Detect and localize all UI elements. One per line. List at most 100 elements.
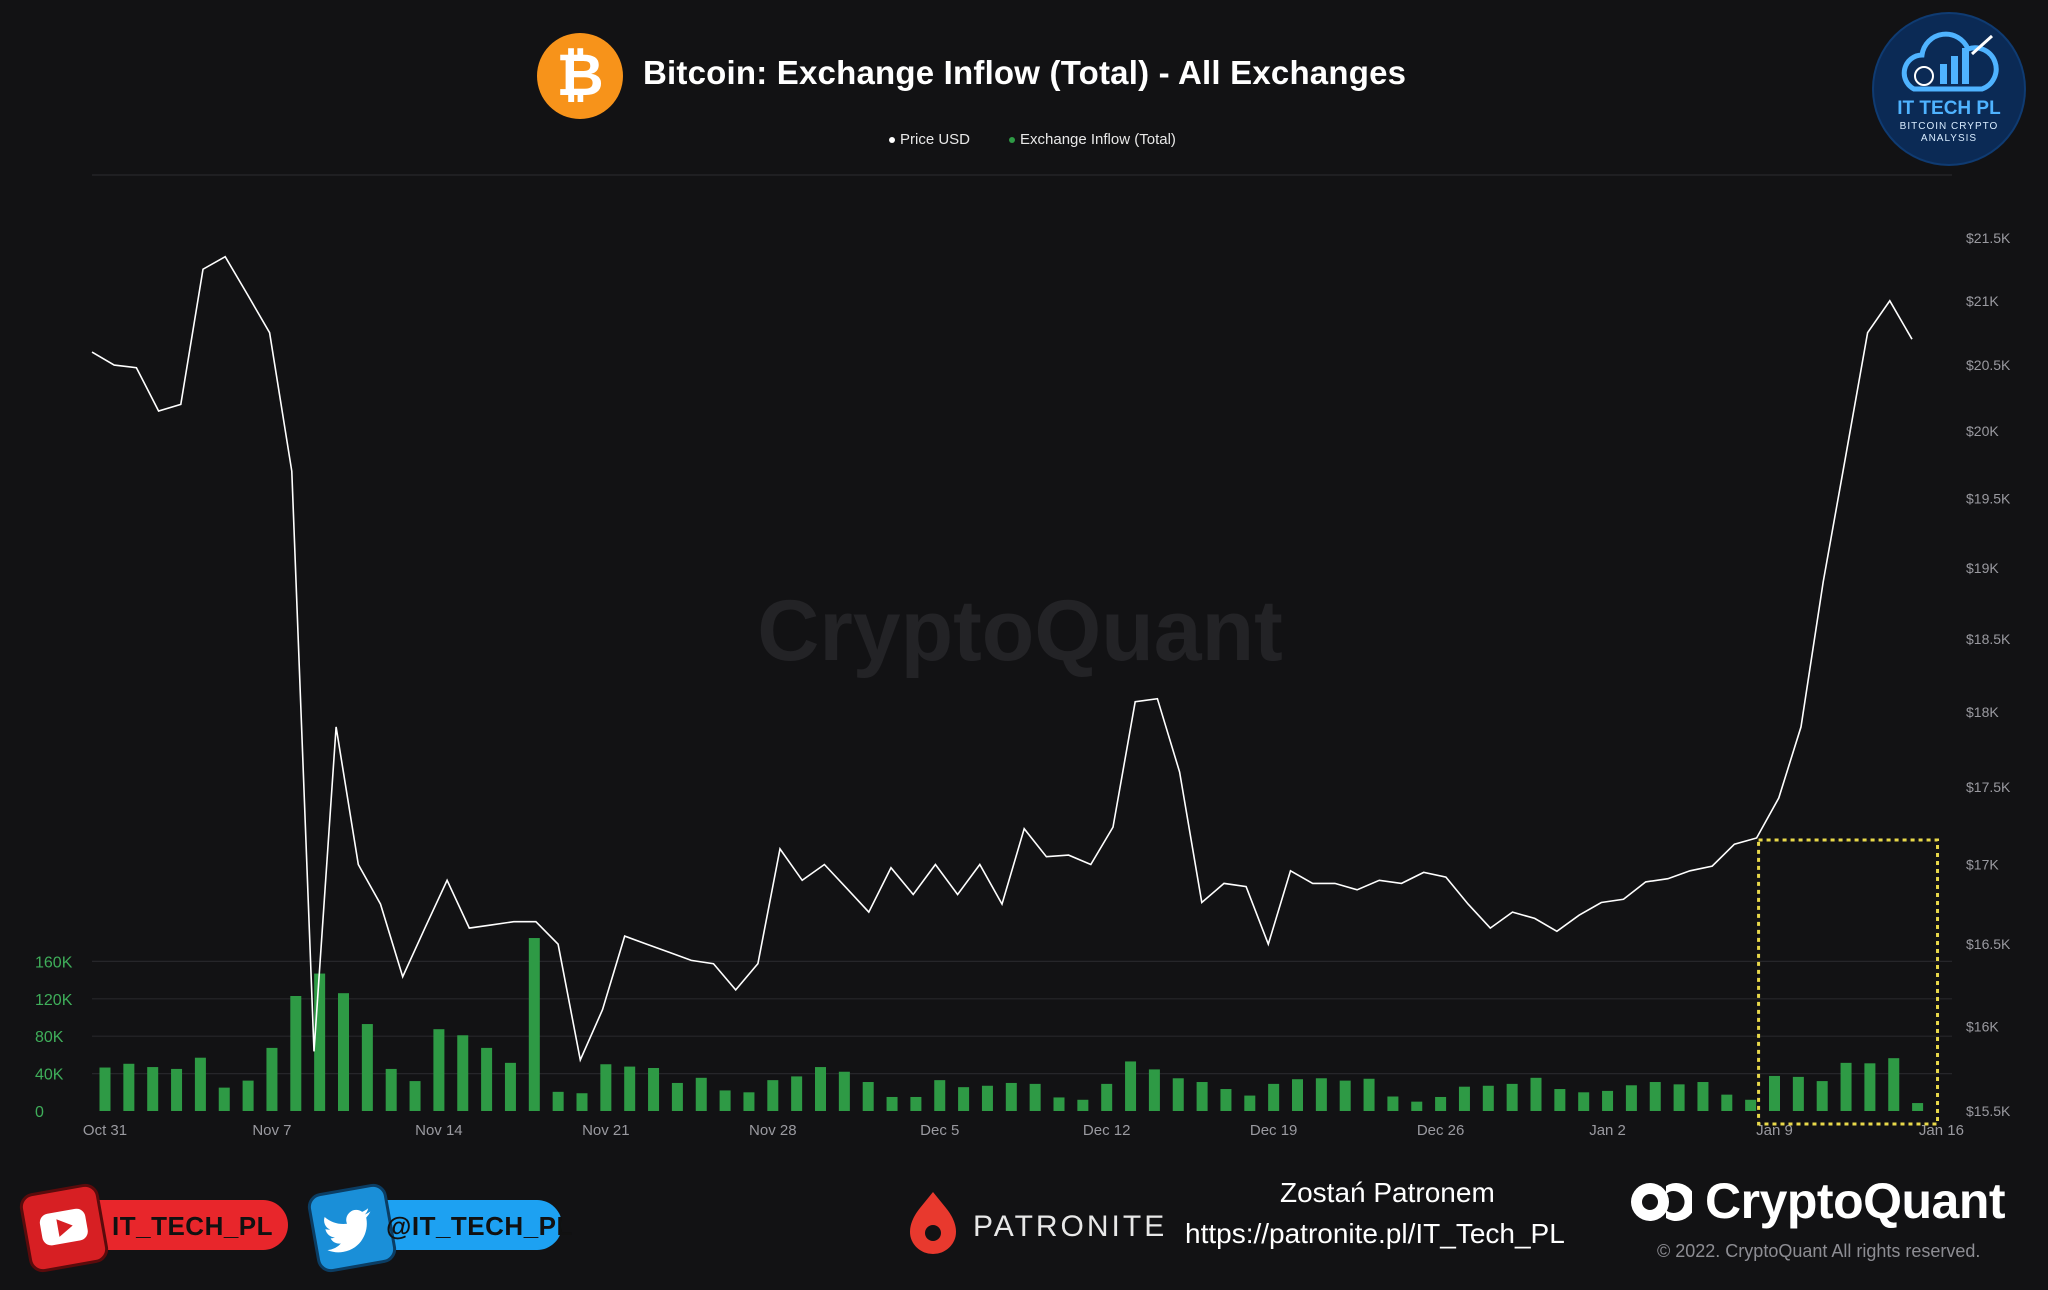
cryptoquant-logo-icon <box>1631 1183 1692 1221</box>
right-tick-label: $20.5K <box>1966 357 2011 373</box>
x-tick-label: Dec 5 <box>920 1122 959 1139</box>
right-tick-label: $15.5K <box>1966 1103 2011 1119</box>
inflow-bar <box>838 1071 850 1111</box>
youtube-handle[interactable]: IT_TECH_PL <box>112 1211 274 1241</box>
inflow-bar <box>576 1093 588 1111</box>
inflow-bar <box>1458 1086 1470 1111</box>
x-tick-label: Oct 31 <box>83 1122 127 1139</box>
left-tick-label: 40K <box>35 1067 64 1084</box>
inflow-bar <box>600 1064 612 1111</box>
price-line <box>91 255 1913 1063</box>
inflow-bar <box>1244 1095 1256 1111</box>
x-tick-label: Nov 28 <box>749 1122 797 1139</box>
inflow-bar <box>171 1068 183 1111</box>
inflow-bar <box>862 1082 874 1111</box>
left-gridlines <box>92 960 1952 1075</box>
inflow-bar <box>1339 1080 1351 1111</box>
legend-dot-inflow <box>1009 137 1015 144</box>
inflow-bar <box>266 1047 278 1111</box>
inflow-bar <box>1196 1082 1208 1111</box>
twitter-handle[interactable]: @IT_TECH_PL <box>386 1211 573 1241</box>
legend-item-inflow[interactable]: Exchange Inflow (Total) <box>1009 131 1176 148</box>
inflow-bar <box>1649 1082 1661 1111</box>
x-tick-label: Dec 12 <box>1083 1122 1131 1139</box>
right-tick-label: $18K <box>1966 704 1999 720</box>
left-axis-ticks: 0 40K 80K 120K 160K <box>35 954 73 1121</box>
inflow-bar <box>504 1062 516 1111</box>
inflow-bar <box>1625 1085 1637 1111</box>
inflow-bar <box>242 1080 254 1111</box>
right-tick-label: $17K <box>1966 857 1999 873</box>
legend-item-price[interactable]: Price USD <box>889 131 970 148</box>
inflow-bar <box>290 995 302 1111</box>
inflow-bar <box>552 1091 564 1111</box>
inflow-bar <box>99 1067 111 1111</box>
right-tick-label: $21K <box>1966 293 1999 309</box>
patron-link[interactable]: https://patronite.pl/IT_Tech_PL <box>1185 1218 1565 1249</box>
inflow-bar <box>1077 1099 1089 1111</box>
inflow-bar <box>1602 1090 1614 1111</box>
inflow-bar <box>481 1047 493 1111</box>
inflow-bar <box>815 1067 826 1111</box>
inflow-bar <box>1268 1083 1280 1111</box>
right-tick-label: $19.5K <box>1966 490 2011 506</box>
inflow-bar <box>1864 1063 1876 1111</box>
inflow-bar <box>1888 1058 1900 1111</box>
inflow-bar <box>648 1067 660 1111</box>
cloud-chart-icon <box>1901 31 1999 92</box>
inflow-bar <box>1506 1083 1518 1111</box>
inflow-bar <box>1172 1078 1184 1111</box>
right-tick-label: $18.5K <box>1966 631 2011 647</box>
inflow-bar <box>671 1082 683 1111</box>
inflow-bar <box>1411 1101 1423 1111</box>
inflow-bar <box>1721 1094 1733 1111</box>
right-tick-label: $21.5K <box>1966 230 2011 246</box>
x-tick-label: Nov 21 <box>582 1122 630 1139</box>
legend-label-inflow: Exchange Inflow (Total) <box>1020 131 1176 148</box>
inflow-bar <box>1363 1078 1375 1111</box>
inflow-bar <box>1697 1082 1709 1111</box>
inflow-bars <box>99 938 1924 1111</box>
youtube-icon <box>17 1181 111 1275</box>
inflow-bar <box>218 1087 230 1111</box>
inflow-bar <box>1578 1092 1590 1111</box>
inflow-bar <box>1435 1096 1447 1111</box>
inflow-bar <box>1220 1089 1232 1111</box>
x-tick-label: Nov 14 <box>415 1122 463 1139</box>
chart-title: Bitcoin: Exchange Inflow (Total) - All E… <box>643 54 1407 91</box>
left-tick-label: 160K <box>35 954 73 971</box>
right-tick-label: $17.5K <box>1966 779 2011 795</box>
x-tick-label: Dec 26 <box>1417 1122 1465 1139</box>
bitcoin-logo-icon: ₿ <box>537 33 623 119</box>
inflow-bar <box>1053 1097 1065 1111</box>
inflow-bar <box>1840 1062 1852 1111</box>
inflow-bar <box>767 1080 779 1111</box>
x-tick-label: Dec 19 <box>1250 1122 1298 1139</box>
inflow-bar <box>1745 1099 1757 1111</box>
inflow-bar <box>1816 1081 1828 1111</box>
left-tick-label: 80K <box>35 1029 64 1046</box>
right-tick-label: $20K <box>1966 423 1999 439</box>
legend-label-price: Price USD <box>900 131 971 148</box>
inflow-bar <box>1769 1075 1780 1111</box>
inflow-bar <box>433 1029 445 1111</box>
inflow-bar <box>147 1067 159 1111</box>
patronite-wordmark: PATRONITE <box>973 1210 1168 1243</box>
inflow-bar <box>1315 1078 1327 1111</box>
watermark: CryptoQuant <box>757 583 1283 679</box>
inflow-bar <box>1673 1084 1685 1111</box>
left-tick-label: 120K <box>35 992 73 1009</box>
inflow-bar <box>1101 1083 1113 1111</box>
inflow-bar <box>743 1092 755 1111</box>
cryptoquant-wordmark: CryptoQuant <box>1705 1173 2006 1229</box>
x-tick-label: Jan 2 <box>1589 1122 1626 1139</box>
x-tick-label: Jan 9 <box>1756 1122 1793 1139</box>
inflow-bar <box>1387 1096 1399 1111</box>
right-tick-label: $19K <box>1966 560 1999 576</box>
inflow-bar <box>981 1085 993 1111</box>
inflow-bar <box>934 1080 946 1111</box>
it-tech-pl-badge: IT TECH PL BITCOIN CRYPTO ANALYSIS <box>1874 14 2024 164</box>
badge-subtitle: BITCOIN CRYPTO ANALYSIS <box>1899 121 1999 144</box>
highlight-box <box>1757 838 1940 1126</box>
badge-title: IT TECH PL <box>1897 98 2001 119</box>
